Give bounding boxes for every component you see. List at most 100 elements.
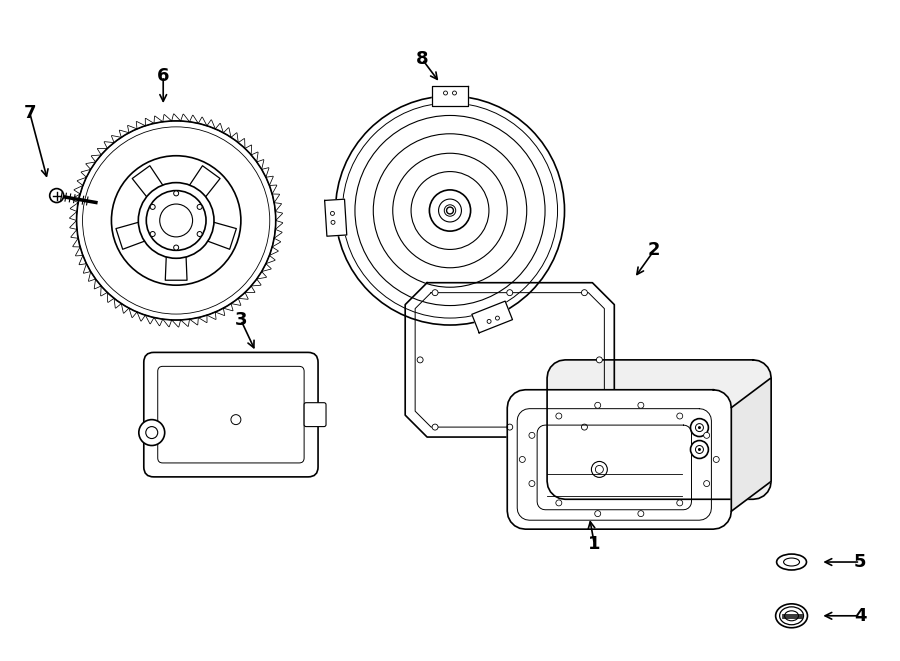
Circle shape <box>556 413 562 419</box>
Circle shape <box>147 190 206 251</box>
Polygon shape <box>154 317 163 326</box>
Circle shape <box>50 188 64 202</box>
Polygon shape <box>223 128 231 137</box>
Polygon shape <box>70 221 77 229</box>
Polygon shape <box>122 303 129 313</box>
Polygon shape <box>112 136 122 143</box>
Polygon shape <box>190 317 198 325</box>
Polygon shape <box>88 272 95 282</box>
Polygon shape <box>203 221 237 249</box>
Polygon shape <box>119 130 129 137</box>
Polygon shape <box>73 238 80 247</box>
Circle shape <box>595 403 600 408</box>
Circle shape <box>150 204 155 210</box>
Polygon shape <box>238 139 245 149</box>
Polygon shape <box>69 212 77 221</box>
Circle shape <box>677 500 683 506</box>
Polygon shape <box>146 315 154 324</box>
Polygon shape <box>207 120 215 129</box>
Circle shape <box>581 290 588 295</box>
Text: 8: 8 <box>416 50 428 68</box>
Circle shape <box>139 420 165 446</box>
Polygon shape <box>104 141 114 149</box>
Circle shape <box>698 426 701 429</box>
FancyBboxPatch shape <box>144 352 318 477</box>
Circle shape <box>146 426 158 438</box>
Circle shape <box>487 319 491 323</box>
Polygon shape <box>172 320 181 327</box>
Circle shape <box>336 96 564 325</box>
Polygon shape <box>472 301 512 333</box>
Circle shape <box>438 199 462 222</box>
Polygon shape <box>269 247 278 255</box>
Circle shape <box>174 191 178 196</box>
Circle shape <box>595 511 600 517</box>
Polygon shape <box>145 118 154 126</box>
Polygon shape <box>181 319 190 327</box>
Polygon shape <box>215 308 225 315</box>
Ellipse shape <box>779 607 804 625</box>
Circle shape <box>331 220 335 224</box>
Circle shape <box>197 231 202 237</box>
Polygon shape <box>74 186 83 194</box>
Circle shape <box>677 413 683 419</box>
Circle shape <box>696 424 704 432</box>
Polygon shape <box>245 286 255 293</box>
Circle shape <box>67 111 285 330</box>
Circle shape <box>446 207 454 214</box>
Polygon shape <box>166 252 187 280</box>
Circle shape <box>596 465 603 473</box>
Text: 6: 6 <box>157 67 169 85</box>
Circle shape <box>591 461 608 477</box>
Polygon shape <box>272 194 280 203</box>
Circle shape <box>150 231 155 237</box>
Polygon shape <box>198 315 207 323</box>
Polygon shape <box>732 378 771 511</box>
Polygon shape <box>223 303 233 311</box>
Ellipse shape <box>777 554 806 570</box>
Polygon shape <box>547 360 771 499</box>
Polygon shape <box>172 114 181 121</box>
Polygon shape <box>274 203 282 212</box>
Polygon shape <box>262 168 269 177</box>
Circle shape <box>495 316 500 320</box>
Circle shape <box>507 424 513 430</box>
Circle shape <box>597 357 602 363</box>
Circle shape <box>529 432 535 438</box>
Circle shape <box>698 448 701 451</box>
Polygon shape <box>129 308 137 317</box>
Circle shape <box>330 212 335 215</box>
Circle shape <box>159 204 193 237</box>
Text: 5: 5 <box>854 553 867 571</box>
Circle shape <box>704 481 709 486</box>
Polygon shape <box>190 115 198 124</box>
Polygon shape <box>81 169 91 177</box>
Text: 1: 1 <box>588 535 600 553</box>
Polygon shape <box>231 298 241 305</box>
Polygon shape <box>275 221 283 229</box>
Circle shape <box>432 424 438 430</box>
Circle shape <box>519 457 526 463</box>
Circle shape <box>429 190 471 231</box>
Polygon shape <box>269 185 277 194</box>
Polygon shape <box>272 238 281 247</box>
Circle shape <box>417 357 423 363</box>
Polygon shape <box>266 255 275 264</box>
Polygon shape <box>187 166 220 201</box>
Polygon shape <box>163 319 172 327</box>
Polygon shape <box>136 122 146 129</box>
Ellipse shape <box>784 558 799 566</box>
Polygon shape <box>238 292 248 299</box>
Circle shape <box>231 414 241 424</box>
Text: 2: 2 <box>648 241 661 259</box>
Polygon shape <box>432 86 468 106</box>
Polygon shape <box>251 279 261 286</box>
Circle shape <box>507 290 513 295</box>
Polygon shape <box>207 312 216 319</box>
Polygon shape <box>128 126 137 133</box>
Circle shape <box>581 424 588 430</box>
Polygon shape <box>91 155 101 162</box>
Polygon shape <box>72 194 80 203</box>
Circle shape <box>453 91 456 95</box>
Polygon shape <box>275 212 283 221</box>
